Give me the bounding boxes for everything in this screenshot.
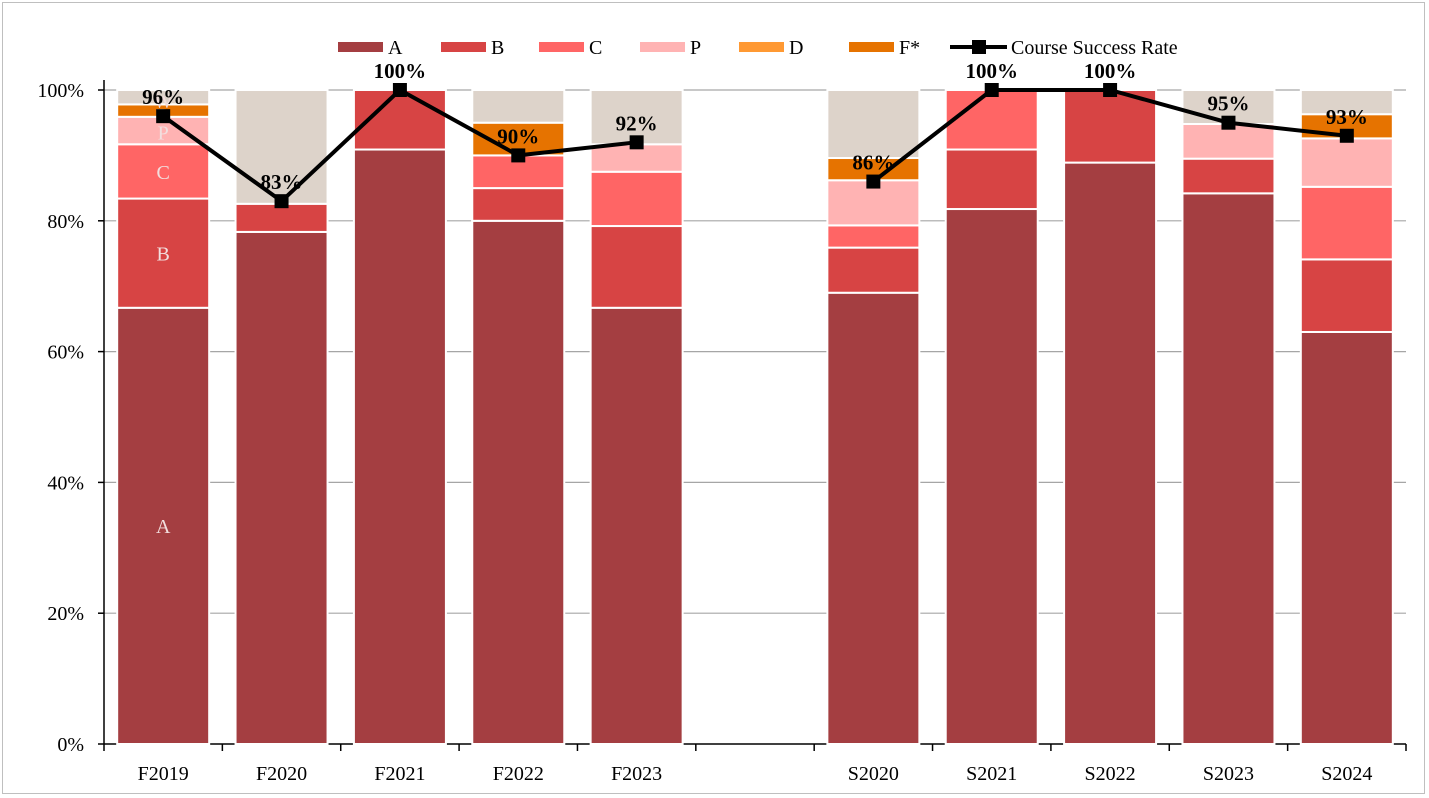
success-rate-label: 100% xyxy=(965,59,1018,83)
legend-swatch xyxy=(640,42,685,52)
success-rate-label: 100% xyxy=(1084,59,1137,83)
x-tick-label: F2021 xyxy=(374,763,425,785)
success-rate-label: 83% xyxy=(261,170,303,194)
x-tick-label: S2020 xyxy=(848,763,899,785)
success-rate-label: 93% xyxy=(1326,105,1368,129)
x-tick-label: F2022 xyxy=(493,763,544,785)
legend-swatch xyxy=(441,42,486,52)
bar-segment-a xyxy=(826,291,921,745)
bar-segment-a xyxy=(116,306,211,745)
y-tick-label: 20% xyxy=(47,603,84,625)
x-tick-label: S2022 xyxy=(1085,763,1136,785)
bar-segment-b xyxy=(471,187,566,222)
segment-label: C xyxy=(157,162,170,184)
segment-label: A xyxy=(156,516,171,538)
y-tick-label: 0% xyxy=(57,734,84,756)
success-rate-marker xyxy=(984,83,999,97)
bar-segment-w xyxy=(589,89,684,146)
bar-segment-a xyxy=(352,148,447,746)
success-rate-label: 92% xyxy=(616,111,658,135)
segment-label: B xyxy=(157,244,170,266)
bar-segment-b xyxy=(1063,89,1158,164)
bar-segment-c xyxy=(944,89,1039,151)
success-rate-marker xyxy=(1339,128,1354,143)
success-rate-marker xyxy=(866,174,881,189)
bar-segment-a xyxy=(471,219,566,746)
x-tick-label: S2021 xyxy=(966,763,1017,785)
bar-segment-a xyxy=(1181,192,1276,746)
y-tick-label: 80% xyxy=(47,211,84,233)
bar-segment-a xyxy=(1063,161,1158,745)
success-rate-marker xyxy=(511,148,526,163)
success-rate-marker xyxy=(392,83,407,97)
success-rate-line xyxy=(162,88,1348,204)
bar-segment-a xyxy=(234,230,329,745)
bar-segment-b xyxy=(1299,258,1394,333)
y-tick-label: 100% xyxy=(37,80,84,102)
legend-label: Course Success Rate xyxy=(1011,37,1178,59)
legend-label: P xyxy=(690,37,701,59)
bar-segment-c xyxy=(1299,185,1394,261)
bar-segment-w xyxy=(116,89,211,106)
x-tick-label: S2024 xyxy=(1321,763,1372,785)
success-rate-label: 100% xyxy=(374,59,427,83)
bar-segment-b xyxy=(589,225,684,309)
bar-segment-c xyxy=(589,170,684,228)
bar-segment-w xyxy=(234,89,329,205)
legend-swatch xyxy=(338,42,383,52)
bar-segment-b xyxy=(944,148,1039,211)
bar-segment-w xyxy=(1299,89,1394,116)
bar-segment-w xyxy=(471,89,566,124)
x-tick-label: F2020 xyxy=(256,763,307,785)
bar-segment-w xyxy=(826,89,921,160)
bar-segment-p xyxy=(1299,137,1394,188)
x-tick-label: F2019 xyxy=(138,763,189,785)
legend-label: C xyxy=(589,37,602,59)
legend-swatch xyxy=(849,42,894,52)
y-tick-label: 60% xyxy=(47,342,84,364)
legend-swatch xyxy=(539,42,584,52)
bar-segment-a xyxy=(589,306,684,745)
bar-segment-c xyxy=(116,143,211,200)
success-rate-marker xyxy=(156,109,171,124)
bar-segment-c xyxy=(826,224,921,249)
x-tick-label: F2023 xyxy=(611,763,662,785)
success-rate-marker xyxy=(274,194,289,209)
legend-label: D xyxy=(789,37,803,59)
y-tick-label: 40% xyxy=(47,472,84,494)
legend-label: A xyxy=(388,37,403,59)
success-rate-marker xyxy=(629,135,644,150)
success-rate-label: 96% xyxy=(142,85,184,109)
bar-segment-a xyxy=(944,208,1039,745)
legend-swatch xyxy=(739,42,784,52)
legend-label: B xyxy=(491,37,504,59)
bar-segment-b xyxy=(1181,157,1276,195)
success-rate-label: 95% xyxy=(1207,92,1249,116)
segment-label: W xyxy=(154,90,173,112)
success-rate-marker xyxy=(1103,83,1118,97)
x-tick-label: S2023 xyxy=(1203,763,1254,785)
success-rate-label: 90% xyxy=(497,124,539,148)
legend-marker-key xyxy=(972,40,986,54)
segment-label: P xyxy=(158,123,169,145)
success-rate-marker xyxy=(1221,115,1236,130)
bar-segment-p xyxy=(1181,123,1276,160)
legend-label: F* xyxy=(899,37,920,59)
bar-segment-a xyxy=(1299,330,1394,745)
bar-segment-b xyxy=(116,197,211,309)
success-rate-label: 86% xyxy=(852,151,894,175)
bar-segment-b xyxy=(826,246,921,294)
